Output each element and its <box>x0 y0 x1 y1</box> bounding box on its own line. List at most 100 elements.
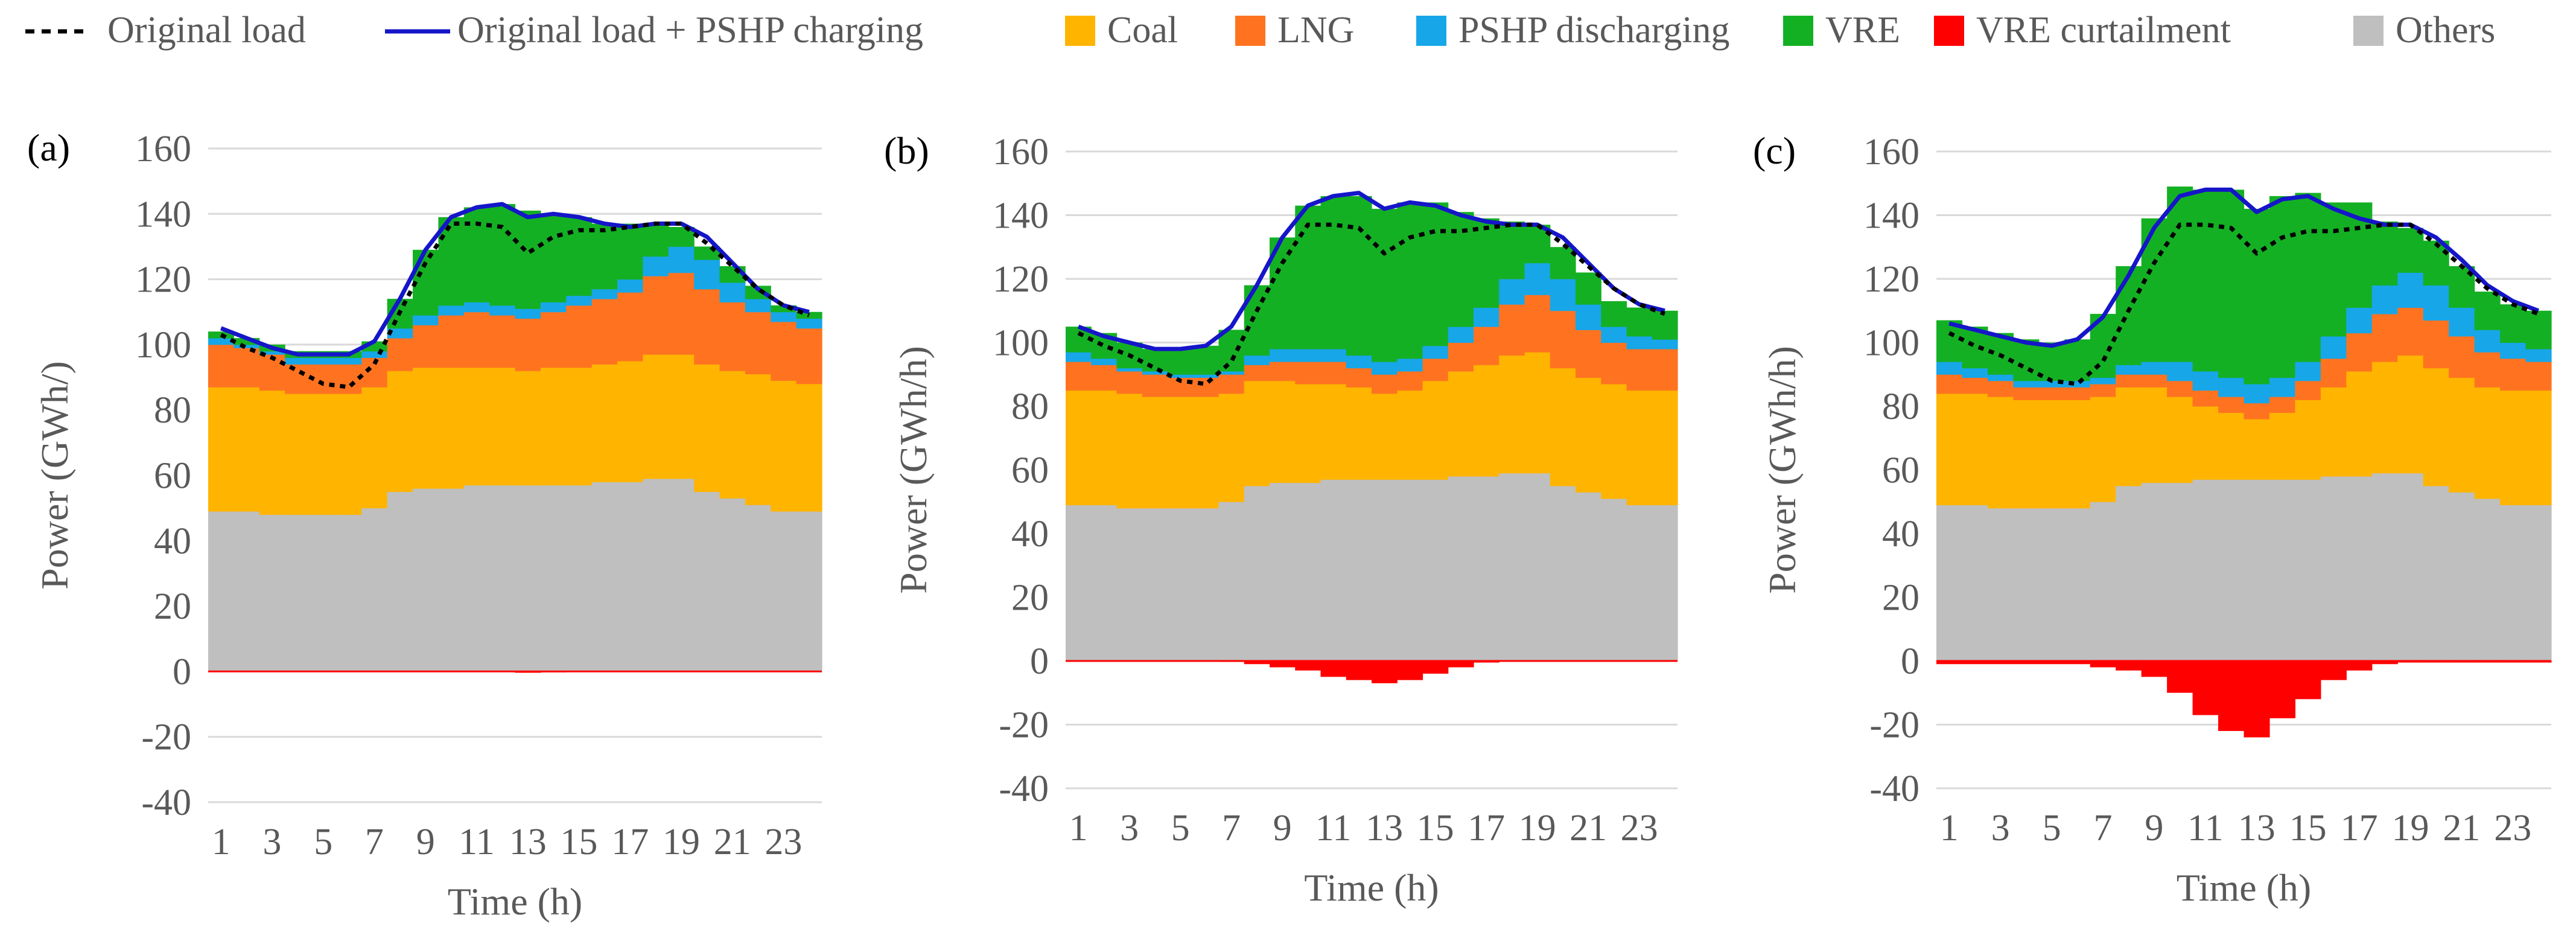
bar-others-h16 <box>1448 476 1474 662</box>
bar-others-h4 <box>1142 508 1168 662</box>
bar-vre-curtailment-h15 <box>1422 661 1449 674</box>
bar-lng-h1 <box>1936 374 1963 394</box>
bar-others-h11 <box>1320 479 1347 662</box>
y-tick-label: 0 <box>173 651 191 692</box>
legend-label: LNG <box>1277 10 1354 51</box>
bar-others-h9 <box>2141 482 2167 662</box>
bar-others-h23 <box>1626 505 1653 662</box>
bar-coal-h6 <box>336 394 362 515</box>
bar-coal-h18 <box>2371 362 2398 474</box>
bar-lng-h16 <box>2320 358 2347 388</box>
bar-pshp-discharging-h13 <box>2244 384 2270 404</box>
bar-coal-h14 <box>2269 412 2296 480</box>
bar-coal-h7 <box>361 387 388 509</box>
bar-pshp-discharging-h19 <box>1524 263 1551 295</box>
bar-lng-h8 <box>2116 374 2142 388</box>
bar-lng-h14 <box>2269 397 2296 413</box>
bar-coal-h22 <box>1601 384 1627 499</box>
bar-others-h22 <box>2474 498 2501 662</box>
y-tick-label: 140 <box>135 194 191 235</box>
bar-others-h10 <box>1295 482 1321 662</box>
panel-label: (a) <box>27 126 70 169</box>
y-tick-label: 100 <box>1863 323 1919 364</box>
bar-lng-h6 <box>2064 387 2091 400</box>
x-tick-label: 17 <box>611 822 649 863</box>
x-tick-label: 3 <box>262 822 281 863</box>
bar-coal-h23 <box>2500 390 2527 506</box>
x-tick-label: 21 <box>2443 808 2480 849</box>
bar-vre-h7 <box>1218 330 1245 372</box>
bar-lng-h14 <box>1397 371 1423 391</box>
bar-others-h17 <box>2346 476 2373 662</box>
y-tick-label: -40 <box>999 768 1049 809</box>
bar-vre-curtailment-h4 <box>2013 661 2040 665</box>
bar-pshp-discharging-h10 <box>438 305 465 316</box>
bar-pshp-discharging-h22 <box>745 299 771 313</box>
bar-lng-h15 <box>566 305 593 368</box>
bar-vre-h17 <box>617 223 643 280</box>
bar-pshp-discharging-h5 <box>2038 380 2065 388</box>
bar-coal-h2 <box>1091 390 1118 506</box>
bar-lng-h9 <box>2141 374 2167 388</box>
x-tick-label: 15 <box>1417 808 1454 849</box>
bar-coal-h16 <box>1448 371 1474 477</box>
bar-vre-curtailment-h11 <box>2192 661 2219 715</box>
bar-vre-h15 <box>2295 193 2321 362</box>
bar-lng-h1 <box>1066 362 1092 391</box>
bar-pshp-discharging-h18 <box>643 256 669 276</box>
bar-pshp-discharging-h3 <box>259 351 285 355</box>
bar-lng-h4 <box>1142 374 1168 397</box>
bar-coal-h17 <box>617 360 643 482</box>
bar-coal-h13 <box>1372 393 1398 480</box>
x-tick-label: 19 <box>1519 808 1556 849</box>
bar-others-h21 <box>719 498 746 672</box>
bar-lng-h14 <box>540 311 567 368</box>
bar-others-h7 <box>361 508 388 672</box>
bar-others-h4 <box>2013 508 2040 662</box>
bar-others-h7 <box>1218 502 1245 662</box>
x-tick-label: 5 <box>2043 808 2061 849</box>
bar-coal-h2 <box>234 387 260 512</box>
legend-label: Original load <box>107 10 306 51</box>
bar-coal-h23 <box>771 380 797 512</box>
bar-coal-h24 <box>2525 390 2552 506</box>
x-tick-label: 15 <box>2289 808 2327 849</box>
bar-pshp-discharging-h20 <box>694 260 720 290</box>
bar-coal-h14 <box>1397 390 1423 480</box>
bar-vre-h4 <box>2013 339 2040 381</box>
bar-others-h12 <box>489 485 516 672</box>
bar-coal-h20 <box>2423 368 2449 487</box>
bar-coal-h1 <box>1936 393 1963 506</box>
line-original-load-plus-pshp-charging <box>220 202 810 357</box>
bar-others-h13 <box>515 485 541 672</box>
stacked-bars <box>1066 196 1678 683</box>
legend-swatch <box>2353 16 2384 46</box>
y-axis-label: Power (GWh/h) <box>892 346 935 594</box>
bar-lng-h9 <box>413 325 439 368</box>
bar-others-h12 <box>1346 479 1372 662</box>
legend-item-others: Others <box>2353 10 2495 51</box>
legend-label: PSHP discharging <box>1458 10 1730 51</box>
bar-vre-curtailment-h5 <box>2038 661 2065 665</box>
y-tick-labels: 160 140 120 100 80 60 40 20 0 -20 -40 <box>135 129 191 823</box>
bar-others-h3 <box>1116 508 1143 662</box>
bar-pshp-discharging-h5 <box>310 357 337 365</box>
bar-pshp-discharging-h21 <box>1576 304 1601 330</box>
bar-vre-curtailment-h9 <box>1270 661 1296 668</box>
legend-swatch <box>1235 16 1265 46</box>
legend-label: Others <box>2396 10 2495 51</box>
bar-lng-h23 <box>2500 358 2527 391</box>
bar-pshp-discharging-h16 <box>2320 336 2347 359</box>
bar-others-h9 <box>1270 482 1296 662</box>
bar-others-h24 <box>1652 505 1678 662</box>
bar-coal-h22 <box>745 374 771 505</box>
legend-item-lng: LNG <box>1235 10 1354 51</box>
bar-others-h6 <box>2064 508 2091 662</box>
bar-pshp-discharging-h6 <box>2064 380 2091 388</box>
bar-vre-curtailment-h12 <box>2218 661 2245 732</box>
bar-vre-h13 <box>2244 208 2270 384</box>
bar-others-h5 <box>2038 508 2065 662</box>
y-axis-label: Power (GWh/) <box>33 361 76 590</box>
bar-pshp-discharging-h8 <box>2116 365 2142 375</box>
legend-item-load-plus-pshp: Original load + PSHP charging <box>385 10 923 51</box>
